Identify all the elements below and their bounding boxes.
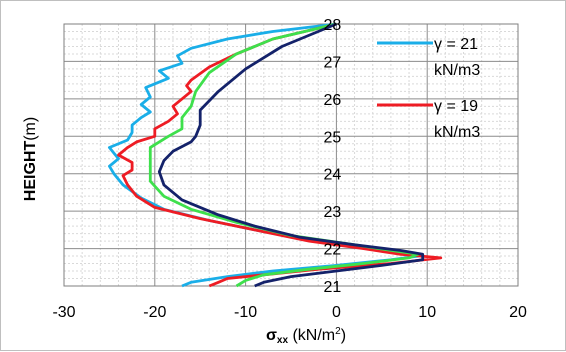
y-tick-label: 27 xyxy=(324,54,342,71)
x-tick-labels: -30 -20 -10 0 10 20 xyxy=(52,304,527,321)
y-axis-title-bold: HEIGHT xyxy=(22,141,39,202)
legend-label-gamma-21-line2: kN/m3 xyxy=(434,62,480,79)
x-axis-title-superscript: 2 xyxy=(335,326,341,337)
x-axis-title-subscript: xx xyxy=(277,335,289,346)
series-layer xyxy=(108,22,443,288)
y-axis-title: HEIGHT(m) xyxy=(22,117,39,201)
legend: γ = 21 kN/m3 γ = 19 kN/m3 xyxy=(377,36,480,141)
x-axis-title: σxx (kN/m2) xyxy=(266,326,346,346)
legend-label-gamma-19-line2: kN/m3 xyxy=(434,124,480,141)
y-tick-label: 22 xyxy=(324,242,342,259)
y-axis-title-units: (m) xyxy=(22,117,39,141)
series-line-2 xyxy=(117,22,443,288)
y-tick-labels: 21 22 23 24 25 26 27 28 xyxy=(324,17,342,296)
y-tick-label: 23 xyxy=(324,204,342,221)
y-tick-label: 24 xyxy=(324,167,342,184)
x-tick-label: 0 xyxy=(332,304,341,321)
y-tick-label: 25 xyxy=(324,129,342,146)
legend-label-gamma-19-line1: γ = 19 xyxy=(434,98,478,115)
x-tick-label: -30 xyxy=(52,304,75,321)
y-tick-label: 28 xyxy=(324,17,342,34)
x-axis-title-close: ) xyxy=(341,327,346,344)
legend-label-gamma-21-line1: γ = 21 xyxy=(434,36,478,53)
y-tick-label: 26 xyxy=(324,92,342,109)
x-axis-title-units: (kN/m xyxy=(288,327,335,344)
x-tick-label: 10 xyxy=(418,304,436,321)
series-line-4 xyxy=(157,22,425,288)
x-tick-label: -10 xyxy=(234,304,257,321)
series-line-3 xyxy=(148,22,420,288)
x-tick-label: -20 xyxy=(143,304,166,321)
x-tick-label: 20 xyxy=(509,304,527,321)
plot-area-border xyxy=(63,23,519,287)
x-axis-title-symbol: σ xyxy=(266,327,277,344)
y-tick-label: 21 xyxy=(324,279,342,296)
